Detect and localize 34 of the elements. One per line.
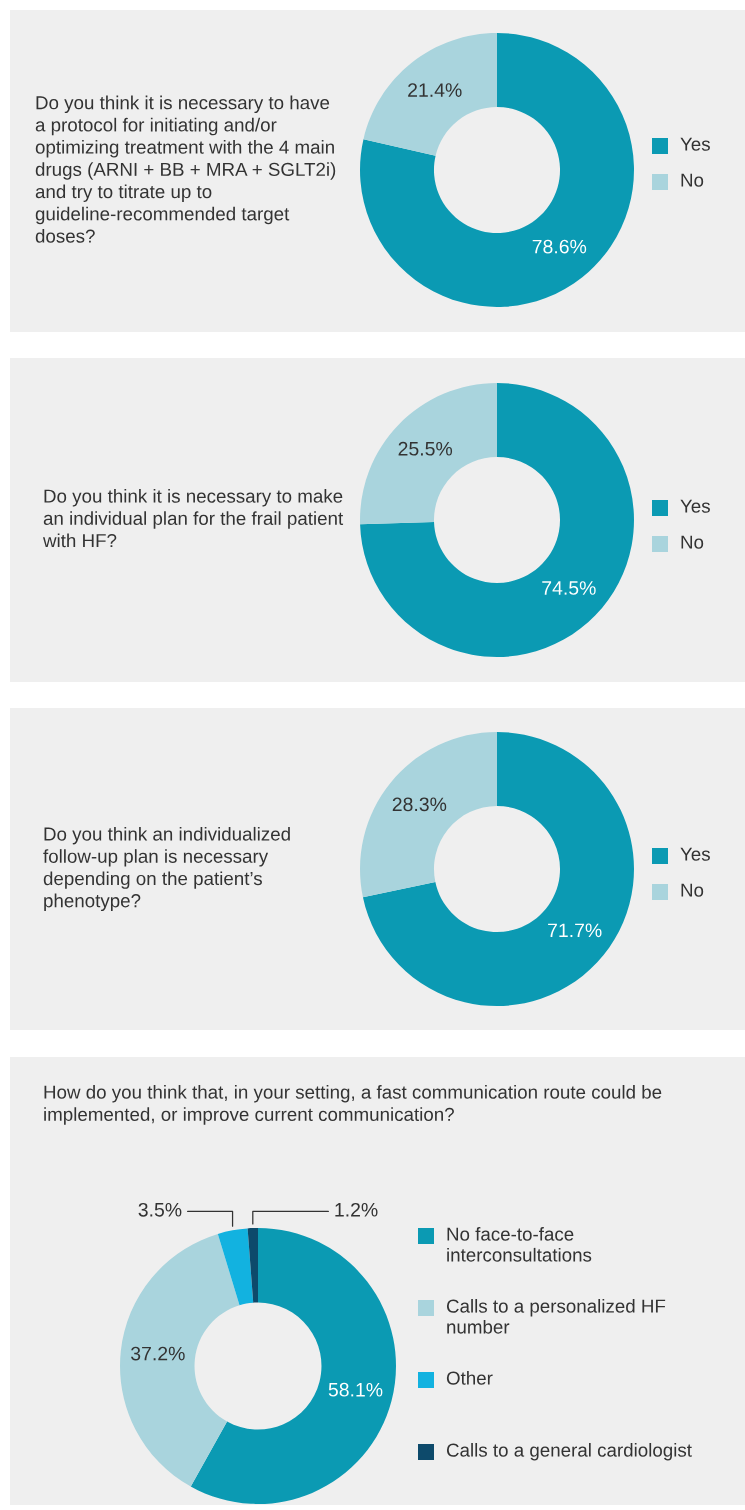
- text: Do you think an individualized follow-up plan is necessary depending on the patient’s phenotype?: [43, 826, 290, 912]
- donut-slice: [217, 1228, 254, 1306]
- legend-label: No: [681, 883, 704, 897]
- donut-slice: [360, 33, 634, 307]
- legend-label: No: [681, 535, 704, 549]
- donut-slice: [247, 1228, 258, 1303]
- legend-label: No: [681, 173, 704, 187]
- data-label: 1.2%: [335, 1202, 378, 1217]
- text: Do you think it is necessary to have a protocol for initiating and/or optimizing treatment with the 4 main drugs (ARNI + BB + MRA + SGLT2i) and try to titrate up to guideline-recommended target doses?: [35, 95, 336, 243]
- legend-label: Yes: [680, 137, 710, 151]
- data-label: 3.5%: [138, 1202, 182, 1217]
- legend-label: Yes: [680, 847, 710, 861]
- data-label: 28.3%: [392, 797, 447, 812]
- data-label: 58.1%: [328, 1382, 383, 1397]
- data-label: 25.5%: [398, 441, 453, 456]
- legend-label: Other: [446, 1371, 493, 1385]
- data-label: 74.5%: [542, 581, 596, 595]
- donut-slice: [120, 1233, 240, 1487]
- donut-slice: [360, 383, 634, 657]
- legend-label: Yes: [680, 499, 710, 513]
- chart-title: How do you think that, in your setting, a fast communication route could be implemented, or improve current communication?: [44, 1085, 662, 1125]
- legend-label: No face-to-face interconsultations: [447, 1227, 592, 1262]
- donut-slice: [360, 383, 497, 525]
- data-label: 78.6%: [532, 239, 587, 254]
- donut-slice: [360, 732, 497, 898]
- data-label: 37.2%: [131, 1346, 185, 1361]
- data-label: 71.7%: [548, 923, 602, 938]
- legend-label: Calls to a personalized HF number: [446, 1299, 666, 1334]
- donut-slice: [190, 1228, 396, 1504]
- legend-label: Calls to a general cardiologist: [446, 1443, 692, 1461]
- donut-slice: [363, 33, 497, 156]
- text: Do you think it is necessary to make an individual plan for the frail patient with HF?: [42, 489, 344, 548]
- data-label: 21.4%: [408, 83, 462, 97]
- donut-slice: [362, 732, 634, 1006]
